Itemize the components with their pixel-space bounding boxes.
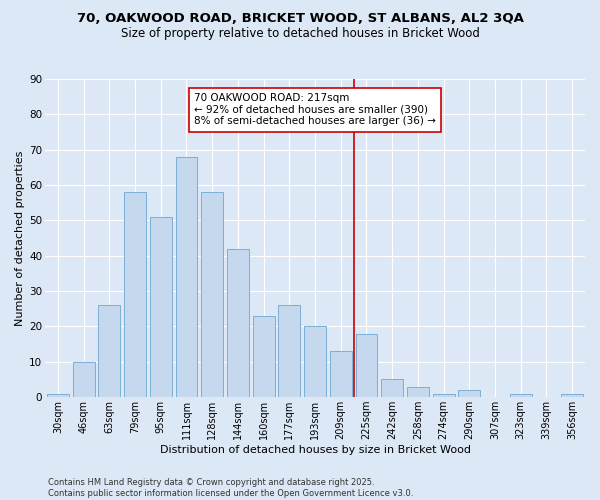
Bar <box>98 306 120 397</box>
Bar <box>407 386 429 397</box>
Text: Contains HM Land Registry data © Crown copyright and database right 2025.
Contai: Contains HM Land Registry data © Crown c… <box>48 478 413 498</box>
Bar <box>381 380 403 397</box>
Y-axis label: Number of detached properties: Number of detached properties <box>15 150 25 326</box>
Bar <box>561 394 583 397</box>
Bar <box>304 326 326 397</box>
Bar <box>124 192 146 397</box>
Bar <box>433 394 455 397</box>
Bar <box>176 157 197 397</box>
Bar <box>201 192 223 397</box>
Bar <box>150 217 172 397</box>
Bar <box>253 316 275 397</box>
Bar <box>73 362 95 397</box>
Bar <box>458 390 480 397</box>
Text: 70 OAKWOOD ROAD: 217sqm
← 92% of detached houses are smaller (390)
8% of semi-de: 70 OAKWOOD ROAD: 217sqm ← 92% of detache… <box>194 93 436 126</box>
X-axis label: Distribution of detached houses by size in Bricket Wood: Distribution of detached houses by size … <box>160 445 470 455</box>
Text: Size of property relative to detached houses in Bricket Wood: Size of property relative to detached ho… <box>121 28 479 40</box>
Bar <box>47 394 69 397</box>
Bar <box>510 394 532 397</box>
Bar <box>356 334 377 397</box>
Bar <box>278 306 300 397</box>
Bar <box>330 351 352 397</box>
Text: 70, OAKWOOD ROAD, BRICKET WOOD, ST ALBANS, AL2 3QA: 70, OAKWOOD ROAD, BRICKET WOOD, ST ALBAN… <box>77 12 523 26</box>
Bar <box>227 248 249 397</box>
